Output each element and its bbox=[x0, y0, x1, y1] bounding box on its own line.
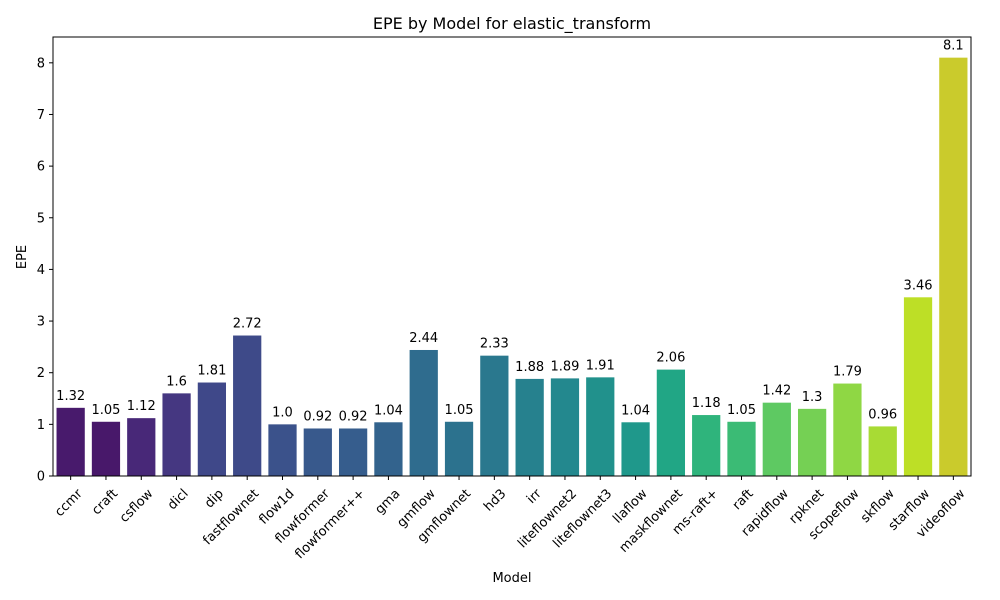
value-label-ccmr: 1.32 bbox=[56, 389, 85, 404]
x-tick-label-csflow: csflow bbox=[117, 486, 157, 526]
value-label-raft: 1.05 bbox=[727, 403, 756, 418]
x-tick-label-raft: raft bbox=[730, 486, 757, 513]
bar-dicl bbox=[162, 393, 191, 476]
y-tick-label-1: 1 bbox=[37, 418, 45, 433]
value-label-liteflownet2: 1.89 bbox=[550, 359, 579, 374]
bar-gmflow bbox=[409, 349, 438, 476]
bar-gmflownet bbox=[444, 421, 474, 476]
value-label-irr: 1.88 bbox=[515, 360, 544, 375]
bar-rapidflow bbox=[762, 402, 791, 476]
value-label-starflow: 3.46 bbox=[904, 278, 933, 293]
value-label-csflow: 1.12 bbox=[127, 399, 156, 414]
x-tick-label-irr: irr bbox=[524, 486, 545, 507]
value-label-flow1d: 1.0 bbox=[272, 405, 293, 420]
x-tick-label-dicl: dicl bbox=[165, 486, 192, 513]
bar-raft bbox=[727, 421, 756, 476]
value-label-gmflow: 2.44 bbox=[409, 331, 438, 346]
value-label-ms-raft+: 1.18 bbox=[692, 396, 721, 411]
bar-liteflownet3 bbox=[586, 377, 615, 476]
value-labels-group: 1.32 1.05 1.12 1.6 1.81 2.72 1.0 0.92 0.92 1.04 2.… bbox=[56, 39, 964, 425]
plot-frame bbox=[52, 36, 972, 477]
bar-craft bbox=[91, 421, 121, 476]
y-tick-label-8: 8 bbox=[37, 56, 45, 71]
bars-group bbox=[56, 57, 968, 477]
value-label-fastflownet: 2.72 bbox=[233, 317, 262, 332]
y-tick-label-0: 0 bbox=[37, 470, 45, 485]
bar-scopeflow bbox=[833, 383, 862, 476]
bar-flow1d bbox=[268, 424, 297, 476]
value-label-skflow: 0.96 bbox=[868, 407, 897, 422]
y-tick-label-5: 5 bbox=[37, 211, 45, 226]
bar-ccmr bbox=[56, 407, 85, 476]
x-tick-label-hd3: hd3 bbox=[481, 486, 509, 514]
bar-videoflow bbox=[939, 57, 968, 477]
y-tick-label-4: 4 bbox=[37, 263, 45, 278]
bar-dip bbox=[197, 382, 227, 476]
x-tick-label-ccmr: ccmr bbox=[52, 486, 86, 520]
value-label-scopeflow: 1.79 bbox=[833, 365, 862, 380]
value-label-videoflow: 8.1 bbox=[943, 39, 964, 54]
bar-llaflow bbox=[621, 422, 650, 476]
bar-hd3 bbox=[480, 355, 509, 476]
value-label-dicl: 1.6 bbox=[166, 374, 187, 389]
y-tick-label-3: 3 bbox=[37, 315, 45, 330]
bar-fastflownet bbox=[233, 335, 262, 476]
value-label-flowformer++: 0.92 bbox=[339, 409, 368, 424]
bar-flowformer++ bbox=[338, 428, 368, 476]
bar-gma bbox=[374, 422, 403, 476]
bar-ms-raft+ bbox=[692, 415, 721, 476]
bar-irr bbox=[515, 378, 544, 476]
value-label-rpknet: 1.3 bbox=[802, 390, 823, 405]
chart-title: EPE by Model for elastic_transform bbox=[373, 14, 651, 34]
y-tick-label-2: 2 bbox=[37, 366, 45, 381]
bar-starflow bbox=[903, 297, 933, 476]
value-label-hd3: 2.33 bbox=[480, 337, 509, 352]
bar-liteflownet2 bbox=[550, 378, 580, 476]
value-label-gmflownet: 1.05 bbox=[445, 403, 474, 418]
bar-maskflownet bbox=[656, 369, 686, 476]
x-tick-label-dip: dip bbox=[202, 486, 227, 511]
x-axis-label: Model bbox=[492, 571, 531, 586]
value-label-maskflownet: 2.06 bbox=[656, 351, 685, 366]
y-tick-label-6: 6 bbox=[37, 160, 45, 175]
value-label-flowformer: 0.92 bbox=[303, 409, 332, 424]
value-label-gma: 1.04 bbox=[374, 403, 403, 418]
value-label-llaflow: 1.04 bbox=[621, 403, 650, 418]
value-label-dip: 1.81 bbox=[197, 364, 226, 379]
value-label-rapidflow: 1.42 bbox=[762, 384, 791, 399]
y-tick-label-7: 7 bbox=[37, 108, 45, 123]
x-tick-label-craft: craft bbox=[89, 486, 121, 518]
bar-rpknet bbox=[797, 408, 827, 476]
value-label-liteflownet3: 1.91 bbox=[586, 358, 615, 373]
value-label-craft: 1.05 bbox=[91, 403, 120, 418]
bar-skflow bbox=[868, 426, 897, 476]
bar-csflow bbox=[127, 418, 156, 476]
x-tick-label-gma: gma bbox=[372, 486, 403, 517]
y-axis: 0 1 2 3 4 5 6 7 8 bbox=[37, 56, 53, 485]
bar-flowformer bbox=[303, 428, 332, 476]
y-axis-label: EPE bbox=[15, 245, 30, 269]
